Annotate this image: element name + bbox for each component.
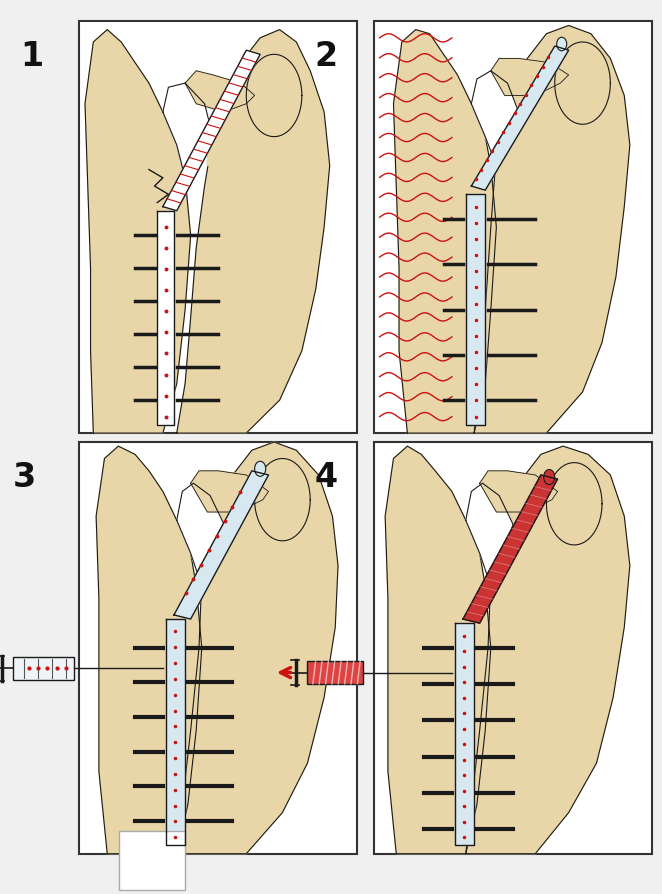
Polygon shape [491,59,569,97]
Polygon shape [163,84,213,179]
Polygon shape [471,72,518,166]
Polygon shape [471,47,569,191]
Polygon shape [385,447,491,854]
Bar [374,22,652,434]
Polygon shape [207,105,241,166]
Text: 4: 4 [314,460,338,493]
Polygon shape [555,43,610,125]
Polygon shape [480,471,557,512]
Polygon shape [474,27,630,434]
Polygon shape [463,476,557,623]
Bar [13,657,74,680]
Polygon shape [166,620,185,846]
Polygon shape [96,447,202,854]
Bar [374,443,652,854]
Circle shape [557,38,567,52]
Polygon shape [191,471,269,512]
Polygon shape [185,72,255,113]
Polygon shape [455,623,474,846]
Polygon shape [466,447,630,854]
Bar [79,22,357,434]
Polygon shape [246,55,302,138]
Polygon shape [546,463,602,545]
Polygon shape [177,30,330,434]
Polygon shape [85,30,191,434]
Bar [307,662,363,684]
Circle shape [255,461,265,477]
Text: 2: 2 [314,40,338,73]
Text: 1: 1 [20,40,43,73]
Polygon shape [177,484,224,586]
Polygon shape [466,195,485,426]
Text: 3: 3 [13,460,36,493]
Polygon shape [177,443,338,854]
Polygon shape [174,471,269,620]
Polygon shape [158,212,174,426]
Polygon shape [255,459,310,541]
Polygon shape [466,484,513,586]
Circle shape [544,470,555,485]
Polygon shape [393,30,496,434]
Bar [79,443,357,854]
Bar [119,831,185,890]
Polygon shape [163,51,260,212]
